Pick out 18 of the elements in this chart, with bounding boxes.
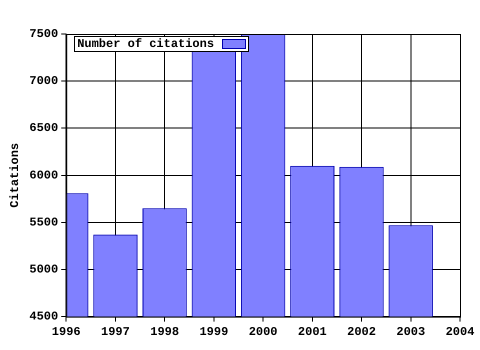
y-tick-label: 5000: [29, 262, 58, 277]
y-tick-label: 7000: [29, 74, 58, 88]
x-tick-label: 2000: [248, 324, 278, 339]
y-tick-label: 7500: [29, 27, 58, 42]
legend-label: Number of citations: [77, 37, 214, 51]
x-tick-label: 2001: [298, 324, 327, 339]
x-tick-label: 1997: [101, 324, 130, 339]
x-tick-label: 1998: [150, 324, 180, 339]
x-tick-label: 2003: [396, 324, 426, 339]
x-tick-label: 2002: [347, 324, 376, 339]
y-tick-label: 5500: [29, 215, 58, 230]
y-axis-title: Citations: [8, 142, 22, 208]
y-tick-label: 6500: [29, 121, 58, 136]
y-tick-label: 6000: [29, 168, 58, 182]
x-tick-label: 1999: [199, 324, 228, 339]
x-tick-label: 2004: [446, 324, 474, 339]
y-tick-label: 4500: [29, 310, 58, 324]
x-tick-label: 1996: [52, 324, 81, 339]
